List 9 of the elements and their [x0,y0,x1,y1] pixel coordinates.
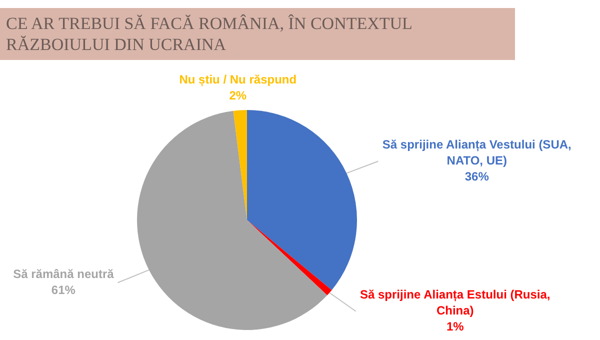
chart-title: CE AR TREBUI SĂ FACĂ ROMÂNIA, ÎN CONTEXTUL RĂZBOIULUI DIN UCRAINA [0,8,515,60]
data-label: 1% [446,320,464,334]
data-label: 2% [229,88,247,102]
slice-label: Să sprijine Alianța Estului (Rusia, China) [360,288,550,318]
data-label: 61% [51,282,76,297]
slice-label: Să sprijine Alianța Vestului (SUA, NATO, UE) [382,138,572,168]
data-label: 36% [464,170,490,184]
slice-label: Nu știu / Nu răspund [179,72,297,86]
slice-label: Să rămână neutră [13,266,114,281]
